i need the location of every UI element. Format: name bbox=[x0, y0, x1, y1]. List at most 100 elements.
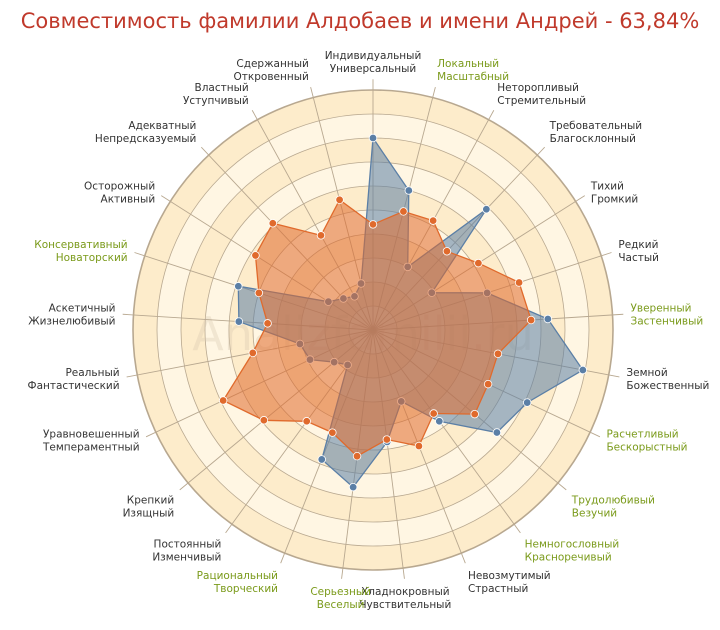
axis-label-line: Тихий bbox=[590, 180, 624, 192]
axis-labels: Индивидуальный Универсальный Локальный Масш… bbox=[28, 50, 710, 611]
axis-label-line: Уступчивый bbox=[183, 95, 249, 107]
axis-label-line: Универсальный bbox=[330, 63, 417, 75]
axis-label-line: Благосклонный bbox=[550, 133, 636, 145]
axis-label-line: Страстный bbox=[468, 583, 528, 595]
axis-label-line: Аскетичный bbox=[49, 302, 116, 314]
axis-label-line: Непредсказуемый bbox=[95, 133, 196, 145]
axis-label-line: Земной bbox=[626, 367, 667, 379]
series-point bbox=[382, 435, 392, 444]
axis-label: Серьезный Веселый bbox=[310, 586, 371, 611]
axis-label-line: Невозмутимый bbox=[468, 570, 551, 582]
axis-label-line: Откровенный bbox=[234, 71, 309, 83]
series-point bbox=[522, 398, 532, 407]
axis-label: Трудолюбивый Везучий bbox=[571, 494, 655, 519]
axis-label-line: Расчетливый bbox=[606, 428, 678, 440]
axis-label: Консервативный Новаторский bbox=[34, 239, 127, 264]
axis-label-line: Реальный bbox=[65, 367, 119, 379]
axis-label-line: Застенчивый bbox=[630, 315, 703, 327]
series-point bbox=[348, 482, 358, 492]
axis-label-line: Новаторский bbox=[56, 252, 128, 264]
axis-label-line: Изменчивый bbox=[152, 552, 221, 564]
axis-label-line: Божественный bbox=[626, 380, 709, 392]
axis-label: Невозмутимый Страстный bbox=[468, 570, 551, 595]
series-point bbox=[268, 219, 277, 228]
series-point bbox=[492, 428, 502, 437]
axis-label-line: Серьезный bbox=[310, 586, 371, 598]
series-point bbox=[328, 428, 337, 437]
axis-label-line: Темпераментный bbox=[42, 441, 140, 453]
axis-label: Уравновешенный Темпераментный bbox=[42, 428, 140, 453]
axis-label: Немногословный Красноречивый bbox=[525, 539, 620, 564]
axis-label-line: Индивидуальный bbox=[325, 50, 422, 62]
axis-label-line: Активный bbox=[101, 193, 156, 205]
series-point bbox=[526, 315, 536, 325]
series-2 bbox=[218, 195, 536, 461]
axis-label-line: Уверенный bbox=[630, 302, 691, 314]
series-point bbox=[429, 409, 438, 418]
series-point bbox=[251, 251, 260, 260]
axis-label-line: Немногословный bbox=[525, 539, 620, 551]
series-point bbox=[435, 417, 444, 426]
axis-label-line: Стремительный bbox=[497, 95, 586, 107]
series-point bbox=[399, 207, 408, 216]
axis-label-line: Творческий bbox=[213, 583, 278, 595]
axis-label-line: Масштабный bbox=[437, 71, 509, 83]
axis-label-line: Сдержанный bbox=[236, 58, 308, 70]
axis-label-line: Требовательный bbox=[549, 120, 643, 132]
axis-label: Постоянный Изменчивый bbox=[152, 539, 221, 564]
axis-label: Требовательный Благосклонный bbox=[549, 120, 643, 145]
axis-label: Аскетичный Жизнелюбивый bbox=[28, 302, 115, 327]
axis-label-line: Адекватный bbox=[128, 120, 196, 132]
axis-label: Индивидуальный Универсальный bbox=[325, 50, 422, 75]
axis-label: Реальный Фантастический bbox=[28, 367, 120, 392]
axis-label-line: Неторопливый bbox=[497, 82, 579, 94]
axis-label-line: Везучий bbox=[572, 507, 617, 519]
axis-label-line: Жизнелюбивый bbox=[28, 315, 115, 327]
series-point bbox=[470, 409, 479, 419]
axis-label: Рациональный Творческий bbox=[197, 570, 278, 595]
axis-label: Неторопливый Стремительный bbox=[497, 82, 586, 107]
series-point bbox=[578, 365, 588, 375]
axis-label-line: Постоянный bbox=[154, 539, 222, 551]
axis-label-line: Рациональный bbox=[197, 570, 278, 582]
axis-label-line: Чувствительный bbox=[359, 599, 451, 611]
axis-label-line: Красноречивый bbox=[525, 552, 612, 564]
series-point bbox=[316, 231, 326, 240]
radar-series bbox=[218, 133, 588, 492]
series-point bbox=[254, 288, 264, 298]
axis-label-line: Изящный bbox=[123, 507, 175, 519]
series-point bbox=[234, 282, 243, 291]
axis-label-line: Властный bbox=[194, 82, 248, 94]
series-point bbox=[368, 133, 378, 143]
axis-label: Сдержанный Откровенный bbox=[234, 58, 309, 83]
series-point bbox=[474, 258, 483, 268]
series-point bbox=[335, 195, 344, 205]
axis-label: Редкий Частый bbox=[618, 239, 659, 264]
series-area bbox=[222, 198, 532, 458]
series-point bbox=[302, 417, 311, 426]
axis-label-line: Фантастический bbox=[28, 380, 120, 392]
series-point bbox=[493, 349, 503, 359]
chart-title: Совместимость фамилии Алдобаев и имени А… bbox=[21, 9, 700, 33]
series-point bbox=[368, 220, 378, 229]
axis-label-line: Осторожный bbox=[84, 180, 155, 192]
series-point bbox=[414, 441, 424, 451]
axis-label: Крепкий Изящный bbox=[123, 494, 175, 519]
series-point bbox=[482, 205, 491, 214]
axis-label: Локальный Масштабный bbox=[437, 58, 509, 83]
axis-label: Хладнокровный Чувствительный bbox=[359, 586, 451, 611]
axis-label: Осторожный Активный bbox=[84, 180, 155, 205]
axis-label-line: Уравновешенный bbox=[43, 428, 140, 440]
axis-label: Земной Божественный bbox=[626, 367, 709, 392]
axis-label-line: Локальный bbox=[437, 58, 499, 70]
axis-label-line: Консервативный bbox=[34, 239, 127, 251]
series-point bbox=[248, 348, 257, 358]
series-point bbox=[514, 278, 524, 287]
series-point bbox=[263, 319, 272, 328]
series-point bbox=[483, 379, 493, 389]
axis-label: Адекватный Непредсказуемый bbox=[95, 120, 196, 145]
series-point bbox=[543, 314, 553, 324]
series-point bbox=[218, 396, 228, 405]
axis-label-line: Громкий bbox=[591, 193, 638, 205]
